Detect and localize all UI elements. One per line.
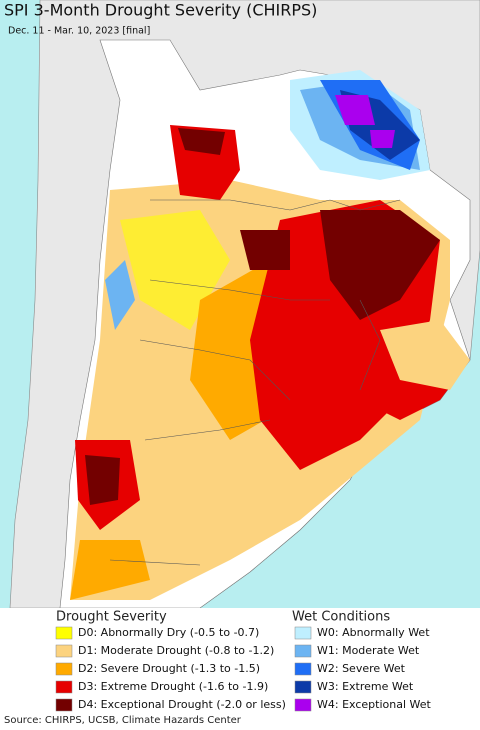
legend-label: D2: Severe Drought (-1.3 to -1.5) bbox=[78, 662, 260, 675]
title: SPI 3-Month Drought Severity (CHIRPS) bbox=[4, 1, 317, 20]
legend-label: W3: Extreme Wet bbox=[317, 680, 414, 693]
legend-label: D1: Moderate Drought (-0.8 to -1.2) bbox=[78, 644, 274, 657]
legend-swatch bbox=[55, 680, 73, 694]
legend-label: W2: Severe Wet bbox=[317, 662, 406, 675]
legend-label: D3: Extreme Drought (-1.6 to -1.9) bbox=[78, 680, 268, 693]
legend-swatch bbox=[55, 662, 73, 676]
legend-label: W1: Moderate Wet bbox=[317, 644, 420, 657]
legend-label: D0: Abnormally Dry (-0.5 to -0.7) bbox=[78, 626, 259, 639]
legend-swatch bbox=[294, 644, 312, 658]
legend-swatch bbox=[294, 662, 312, 676]
wet-patches bbox=[105, 70, 430, 330]
legend-heading: Wet Conditions bbox=[292, 610, 390, 625]
legend-area bbox=[0, 608, 480, 730]
subtitle: Dec. 11 - Mar. 10, 2023 [final] bbox=[8, 26, 150, 37]
legend-swatch bbox=[55, 626, 73, 640]
drought-patches bbox=[70, 125, 470, 600]
legend-swatch bbox=[294, 698, 312, 712]
legend-label: W0: Abnormally Wet bbox=[317, 626, 430, 639]
legend-swatch bbox=[55, 698, 73, 712]
legend-label: D4: Exceptional Drought (-2.0 or less) bbox=[78, 698, 286, 711]
legend-label: W4: Exceptional Wet bbox=[317, 698, 432, 711]
legend-swatch bbox=[294, 626, 312, 640]
legend-heading: Drought Severity bbox=[56, 610, 167, 625]
source: Source: CHIRPS, UCSB, Climate Hazards Ce… bbox=[4, 715, 242, 726]
legend-swatch bbox=[294, 680, 312, 694]
legend-swatch bbox=[55, 644, 73, 658]
borders bbox=[109, 199, 401, 566]
